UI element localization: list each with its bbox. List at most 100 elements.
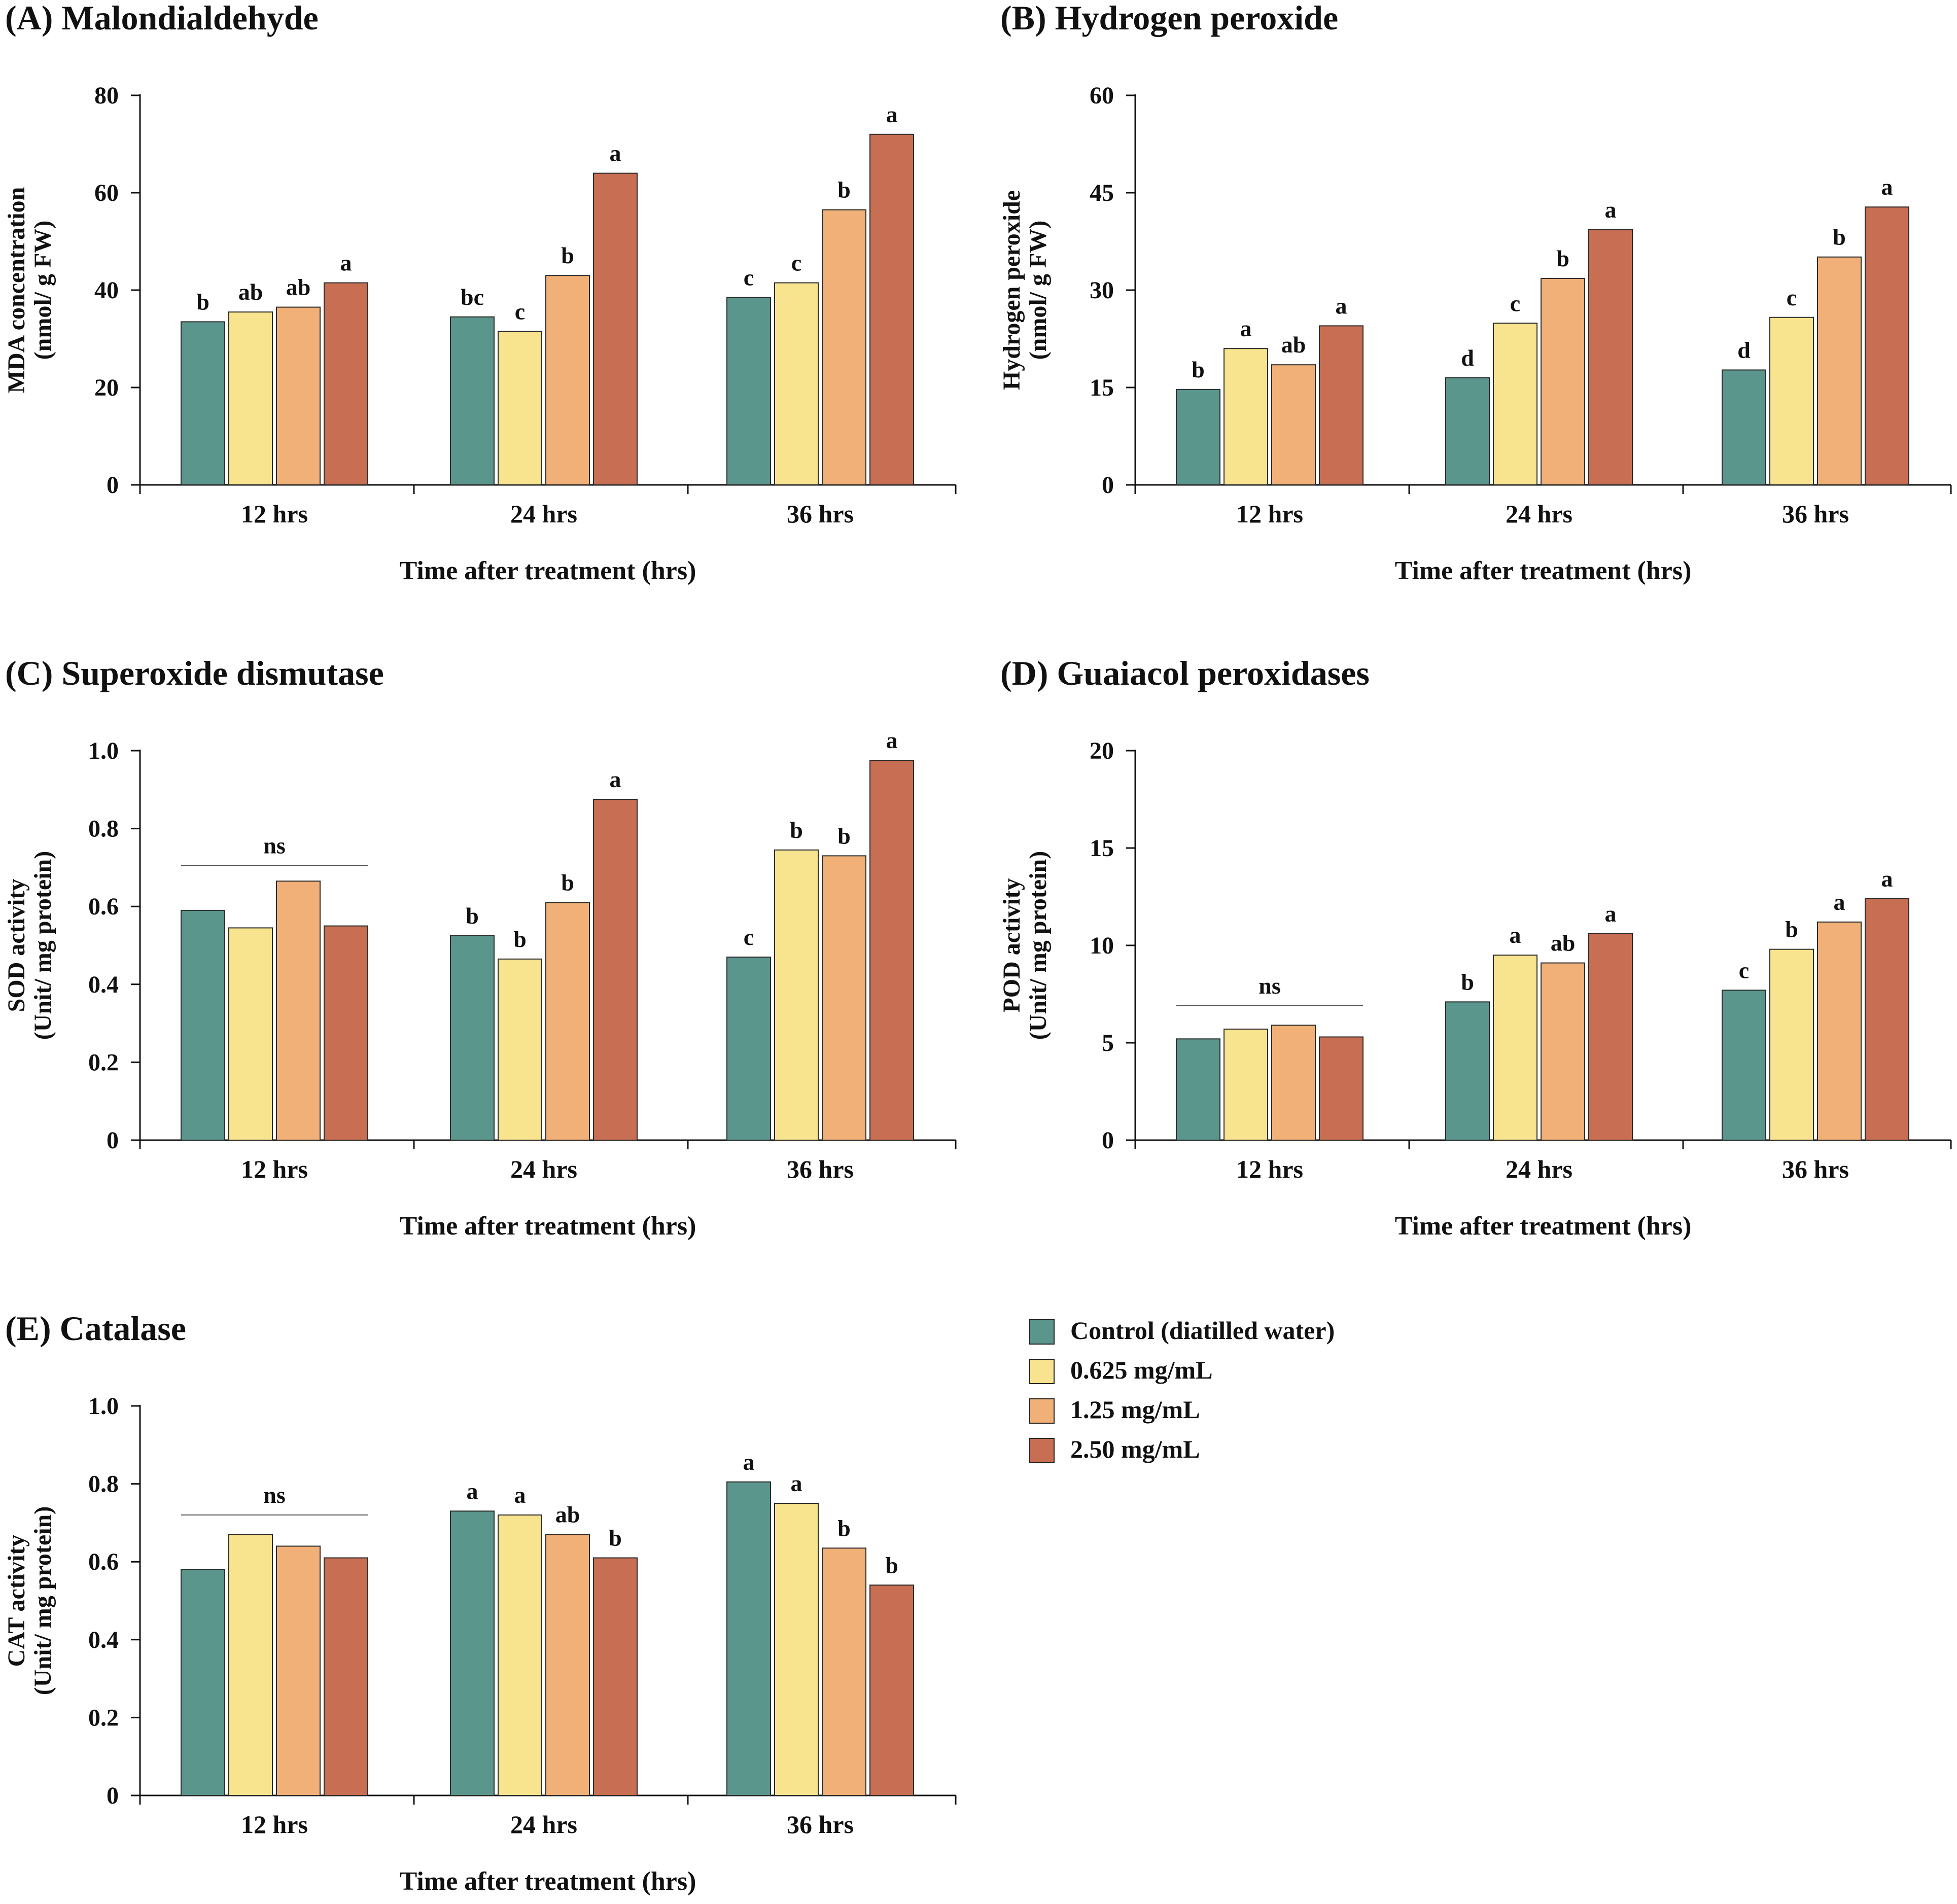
bar <box>1722 369 1766 485</box>
x-axis-label: Time after treatment (hrs) <box>400 1212 696 1241</box>
significance-letter: b <box>1556 245 1569 271</box>
bar <box>822 209 866 486</box>
bar <box>774 849 819 1141</box>
legend-item-125: 1.25 mg/mL <box>1029 1395 1200 1424</box>
y-axis-label: POD activity <box>998 878 1025 1012</box>
significance-letter: b <box>561 870 574 896</box>
bar <box>869 1584 914 1796</box>
bar <box>276 306 321 485</box>
y-axis-label: SOD activity <box>3 879 30 1012</box>
x-tick-label: 12 hrs <box>241 500 308 528</box>
bar <box>181 321 225 486</box>
y-tick-label: 0.6 <box>88 893 119 920</box>
bar <box>228 1534 273 1796</box>
significance-letter: b <box>790 817 803 843</box>
legend-item-250: 2.50 mg/mL <box>1029 1435 1200 1463</box>
x-tick-label: 24 hrs <box>1506 1155 1572 1183</box>
y-tick-label: 0.8 <box>88 816 119 842</box>
bar <box>1588 229 1633 485</box>
significance-letter: c <box>1739 957 1749 983</box>
bar <box>1319 1036 1364 1141</box>
bar <box>1493 955 1537 1141</box>
chart-panel-b: (B) Hydrogen peroxide Hydrogen peroxide (n… <box>998 0 1952 585</box>
ns-label: ns <box>1259 973 1280 999</box>
bar <box>593 1557 638 1796</box>
y-tick-label: 1.0 <box>88 737 119 764</box>
bar <box>1588 933 1633 1141</box>
y-tick-label: 0.4 <box>88 1627 119 1653</box>
bar <box>1445 377 1490 485</box>
x-axis-label: Time after treatment (hrs) <box>1395 1212 1692 1241</box>
x-tick-label: 36 hrs <box>1782 1155 1849 1183</box>
bar <box>324 925 368 1141</box>
bar <box>1493 323 1537 486</box>
bar <box>545 902 590 1141</box>
significance-letter: b <box>561 242 574 268</box>
significance-letter: b <box>1461 969 1474 995</box>
bar <box>181 1569 225 1796</box>
bar <box>1176 1038 1220 1141</box>
legend-label-125: 1.25 mg/mL <box>1070 1395 1200 1424</box>
bar <box>1541 962 1585 1141</box>
x-tick-label: 24 hrs <box>510 1155 577 1183</box>
significance-letter: c <box>1787 285 1797 310</box>
significance-letter: a <box>1605 197 1617 223</box>
x-tick-label: 36 hrs <box>787 1810 854 1839</box>
bar <box>1722 990 1766 1141</box>
y-tick-label: 0.2 <box>88 1704 119 1731</box>
legend-swatch-250 <box>1029 1438 1055 1463</box>
bar <box>1817 921 1862 1141</box>
legend-label-control: Control (diatilled water) <box>1070 1316 1335 1345</box>
significance-letter: d <box>1461 345 1474 371</box>
bar <box>774 1503 819 1796</box>
panel-title: (B) Hydrogen peroxide <box>1000 0 1338 37</box>
chart-panel-a: (A) Malondialdehyde MDA concentration (nmo… <box>3 0 957 585</box>
bar <box>1271 1025 1316 1141</box>
bar <box>498 331 542 485</box>
bar <box>593 172 638 486</box>
bar <box>324 1557 368 1796</box>
bar <box>774 282 819 485</box>
chart-panel-c: (C) Superoxide dismutase SOD activity (Uni… <box>3 654 957 1241</box>
y-tick-label: 20 <box>1090 737 1114 764</box>
bar <box>228 311 273 485</box>
y-axis-unit-label: (nmol/ g FW) <box>29 221 56 360</box>
bar <box>822 855 866 1141</box>
y-tick-label: 0 <box>1102 472 1114 499</box>
bar <box>822 1547 866 1796</box>
legend-label-0625: 0.625 mg/mL <box>1070 1356 1213 1384</box>
x-tick-label: 36 hrs <box>1782 500 1849 528</box>
significance-letter: d <box>1737 337 1751 363</box>
bar <box>1865 206 1909 486</box>
significance-letter: c <box>1510 290 1520 316</box>
x-tick-label: 12 hrs <box>241 1155 308 1183</box>
chart-panel-d: (D) Guaiacol peroxidases POD activity (Uni… <box>998 654 1952 1241</box>
bar <box>276 880 321 1141</box>
significance-letter: a <box>610 766 621 792</box>
y-axis-label: CAT activity <box>3 1535 30 1667</box>
significance-letter: b <box>885 1552 898 1578</box>
y-axis-label: MDA concentration <box>3 187 30 394</box>
significance-letter: c <box>744 924 754 950</box>
significance-letter: a <box>1510 922 1521 948</box>
panel-title: (E) Catalase <box>5 1309 186 1348</box>
significance-letter: a <box>610 140 621 166</box>
bar <box>450 935 495 1141</box>
y-tick-label: 0.4 <box>88 971 119 998</box>
significance-letter: b <box>196 289 209 314</box>
bar <box>1224 348 1268 485</box>
y-axis-label: Hydrogen peroxide <box>998 190 1025 390</box>
bar <box>1769 316 1814 485</box>
bar <box>1176 389 1220 486</box>
bar <box>593 799 638 1141</box>
y-tick-label: 0.2 <box>88 1049 119 1076</box>
y-axis-unit-label: (Unit/ mg protein) <box>29 851 56 1040</box>
bar <box>1865 898 1909 1141</box>
significance-letter: c <box>791 250 801 276</box>
bar <box>869 760 914 1141</box>
y-tick-label: 0.8 <box>88 1471 119 1498</box>
x-tick-label: 12 hrs <box>1236 1155 1303 1183</box>
bar <box>1769 948 1814 1141</box>
bar <box>498 958 542 1141</box>
significance-letter: ab <box>555 1501 580 1527</box>
